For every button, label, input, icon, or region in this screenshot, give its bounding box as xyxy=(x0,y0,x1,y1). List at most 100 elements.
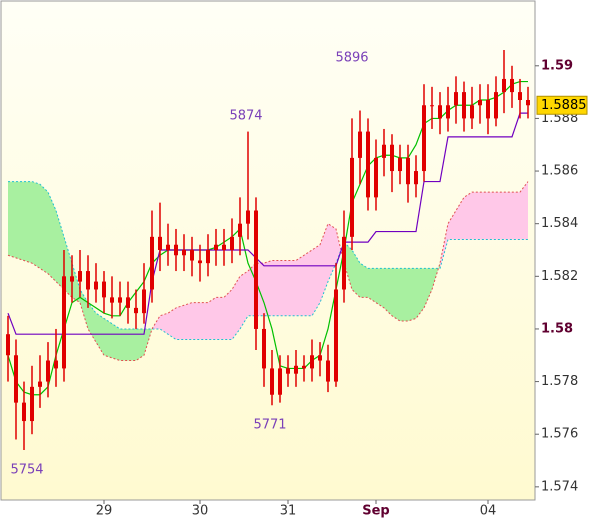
candle-body xyxy=(222,244,226,250)
x-tick-label: 31 xyxy=(280,504,297,519)
cloud-line xyxy=(7,181,529,362)
candle-body xyxy=(486,100,490,119)
candle-body xyxy=(238,223,242,237)
candle-body xyxy=(470,105,474,119)
y-tick-label: 1.584 xyxy=(541,216,578,231)
cloud-segment xyxy=(224,289,232,340)
cloud-segment xyxy=(272,260,280,316)
cloud-segment xyxy=(40,184,48,274)
candle-body xyxy=(454,92,458,106)
candle-body xyxy=(126,297,130,308)
candle-body xyxy=(22,402,26,422)
candle-body xyxy=(6,334,10,356)
candle-body xyxy=(518,92,522,100)
candle-body xyxy=(350,157,354,237)
candle-body xyxy=(302,365,306,369)
y-tick-label: 1.582 xyxy=(541,269,578,284)
candle-body xyxy=(158,236,162,250)
annotation: 5771 xyxy=(253,418,286,433)
candle-body xyxy=(94,281,98,290)
cloud-segment xyxy=(32,181,40,269)
cloud-segment xyxy=(472,192,480,240)
candle-body xyxy=(254,210,258,329)
x-tick-label: Sep xyxy=(362,504,390,519)
axes: 1.5741.5761.5781.581.5821.5841.5861.5881… xyxy=(10,51,588,519)
candle-body xyxy=(78,271,82,282)
cloud-segment xyxy=(160,313,168,335)
cloud-segment xyxy=(520,181,528,240)
cloud-segment xyxy=(296,255,304,316)
cloud-segment xyxy=(184,302,192,340)
candle-body xyxy=(430,105,434,107)
candle-body xyxy=(478,100,482,106)
cloud-segment xyxy=(120,328,128,361)
candle-body xyxy=(406,157,410,185)
cloud-segment xyxy=(408,268,416,322)
candle-body xyxy=(414,171,418,185)
cloud-segment xyxy=(352,250,360,298)
candle-body xyxy=(382,144,386,158)
candle-body xyxy=(438,105,442,119)
candle-body xyxy=(334,289,338,382)
cloud-segment xyxy=(48,192,56,282)
candle-body xyxy=(86,271,90,290)
plot-area xyxy=(0,0,536,501)
candle-body xyxy=(318,355,322,361)
candle-body xyxy=(110,297,114,303)
cloud-segment xyxy=(424,268,432,308)
candle-body xyxy=(262,328,266,369)
candle-body xyxy=(30,386,34,422)
cloud-segment xyxy=(456,197,464,240)
cloud-segment xyxy=(152,315,160,329)
candle-body xyxy=(342,236,346,290)
cloud-segment xyxy=(488,192,496,240)
candle-body xyxy=(150,236,154,290)
candle-body xyxy=(214,244,218,250)
cloud-segment xyxy=(400,268,408,322)
cloud-segment xyxy=(304,250,312,316)
y-tick-label: 1.576 xyxy=(541,427,578,442)
candle-body xyxy=(462,92,466,119)
cloud-segment xyxy=(464,192,472,240)
cloud-segment xyxy=(232,276,240,340)
cloud-segment xyxy=(24,181,32,264)
candle-body xyxy=(174,244,178,256)
candle-body xyxy=(510,78,514,93)
candle-body xyxy=(278,368,282,395)
annotation: 5874 xyxy=(229,109,262,124)
candle-body xyxy=(198,260,202,264)
cloud-segment xyxy=(512,192,520,240)
cloud-segment xyxy=(192,302,200,340)
cloud-segment xyxy=(16,181,24,261)
candle-body xyxy=(230,236,234,250)
cloud-segment xyxy=(336,228,344,264)
candle-body xyxy=(326,360,330,382)
candle-body xyxy=(398,157,402,172)
candle-body xyxy=(270,368,274,395)
cloud-segment xyxy=(416,268,424,319)
cloud-line xyxy=(8,181,528,340)
cloud-segment xyxy=(240,271,248,329)
candle-body xyxy=(166,244,170,250)
last-price-box xyxy=(536,95,588,115)
candle-body xyxy=(38,381,42,387)
cloud-segment xyxy=(280,260,288,316)
y-tick-label: 1.574 xyxy=(541,479,578,494)
cloud-segment xyxy=(8,181,16,258)
candle-body xyxy=(118,297,122,303)
annotation: 5896 xyxy=(335,51,368,66)
candle-body xyxy=(494,92,498,119)
indicator-line xyxy=(7,112,528,335)
y-tick-label: 1.58 xyxy=(541,321,573,336)
candle-body xyxy=(366,131,370,198)
candle-body xyxy=(526,100,530,106)
candle-body xyxy=(374,157,378,198)
candle-body xyxy=(190,250,194,261)
candle-body xyxy=(310,355,314,369)
cloud-segment xyxy=(88,302,96,343)
cloud-segment xyxy=(136,328,144,361)
candle-body xyxy=(358,131,362,158)
x-tick-label: 04 xyxy=(480,504,497,519)
cloud-segment xyxy=(448,210,456,240)
